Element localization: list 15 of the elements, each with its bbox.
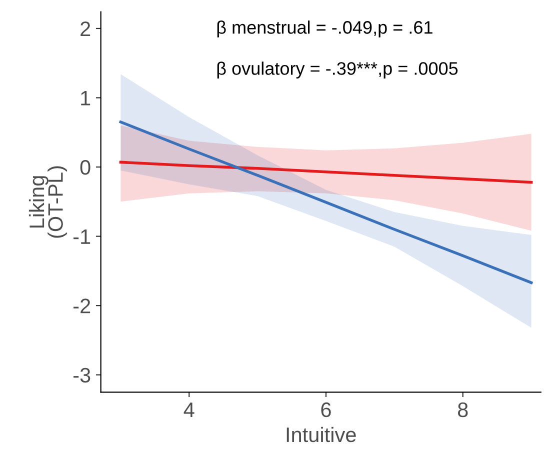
x-tick-label: 6 <box>321 402 331 418</box>
x-axis-title: Intuitive <box>286 426 356 442</box>
y-tick-label: 0 <box>80 160 90 175</box>
y-tick-label: -1 <box>74 230 90 244</box>
annotation: β ovulatory = -.39***,p = .0005 <box>217 62 458 78</box>
annotation: β menstrual = -.049,p = .61 <box>217 20 432 38</box>
y-tick-label: -2 <box>74 298 90 314</box>
y-tick-label: -3 <box>74 368 90 383</box>
y-tick-label: 2 <box>80 21 90 36</box>
line-series <box>119 160 533 184</box>
y-tick-label: 1 <box>81 90 90 106</box>
y-axis-title: Liking (OT-PL) <box>28 166 68 238</box>
x-tick-label: 8 <box>458 402 468 418</box>
line-series <box>119 120 533 284</box>
x-tick-label: 4 <box>184 402 194 417</box>
